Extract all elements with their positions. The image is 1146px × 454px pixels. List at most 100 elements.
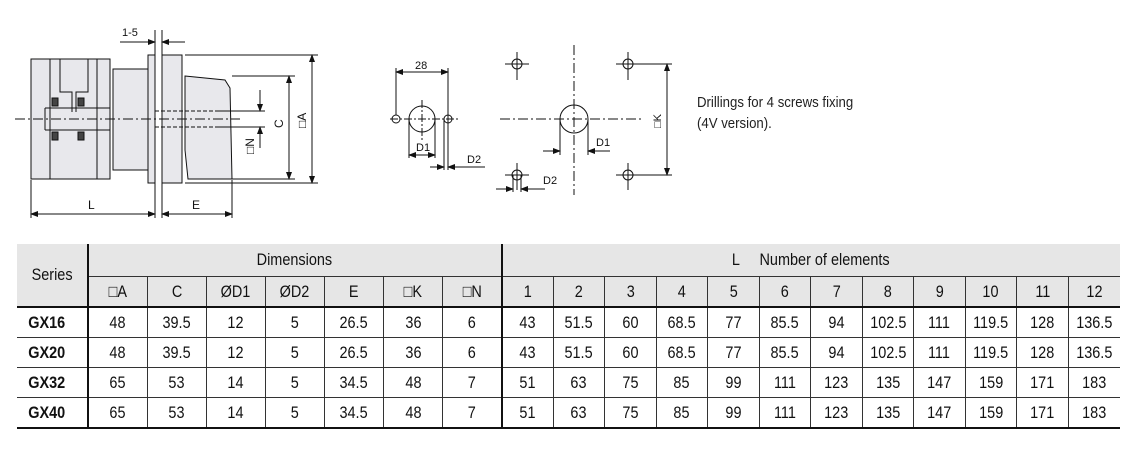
length-cell: 68.5 bbox=[655, 337, 709, 368]
dimension-column-header: ØD1 bbox=[205, 276, 266, 308]
length-cell: 63 bbox=[552, 397, 606, 429]
dimension-cell: 26.5 bbox=[323, 306, 384, 338]
d2-label-right: D2 bbox=[543, 175, 557, 187]
length-cell: 183 bbox=[1067, 367, 1120, 398]
dimension-cell: 7 bbox=[442, 397, 503, 429]
d1-label-right: D1 bbox=[596, 137, 610, 149]
length-cell: 123 bbox=[810, 367, 863, 398]
length-cell: 159 bbox=[964, 397, 1018, 429]
element-count-header: 6 bbox=[758, 276, 812, 308]
element-count-header: 9 bbox=[913, 276, 966, 308]
l-header: L Number of elements bbox=[501, 244, 1120, 277]
length-cell: 135 bbox=[861, 367, 915, 398]
element-count-header: 12 bbox=[1067, 276, 1120, 308]
dimension-cell: 48 bbox=[87, 337, 148, 368]
series-header: Series bbox=[17, 244, 89, 308]
dimension-cell: 39.5 bbox=[146, 337, 207, 368]
length-cell: 51 bbox=[501, 397, 554, 429]
length-cell: 94 bbox=[810, 306, 863, 338]
length-cell: 102.5 bbox=[861, 306, 915, 338]
length-cell: 85.5 bbox=[758, 306, 812, 338]
length-cell: 111 bbox=[758, 367, 812, 398]
table-row: GX40 65 53 14 5 34.5 48 7 51 63 75 85 99 111 123 135 147… bbox=[17, 397, 1120, 429]
dimension-cell: 34.5 bbox=[323, 367, 384, 398]
length-cell: 171 bbox=[1016, 397, 1069, 429]
dimensions-table: Series Dimensions L Number of elements □… bbox=[17, 244, 1120, 429]
length-cell: 147 bbox=[913, 367, 966, 398]
d2-label-left: D2 bbox=[467, 154, 481, 166]
dimension-cell: 5 bbox=[264, 337, 325, 368]
element-count-header: 2 bbox=[552, 276, 606, 308]
length-cell: 60 bbox=[604, 337, 657, 368]
dimension-cell: 39.5 bbox=[146, 306, 207, 338]
length-cell: 183 bbox=[1067, 397, 1120, 429]
length-cell: 43 bbox=[501, 306, 554, 338]
dimension-cell: 14 bbox=[205, 397, 266, 429]
dimension-column-header: ØD2 bbox=[264, 276, 325, 308]
length-cell: 102.5 bbox=[861, 337, 915, 368]
length-cell: 136.5 bbox=[1067, 337, 1120, 368]
length-cell: 85 bbox=[655, 367, 709, 398]
dimension-cell: 65 bbox=[87, 367, 148, 398]
series-name: GX40 bbox=[17, 397, 89, 429]
length-cell: 99 bbox=[707, 367, 760, 398]
dimension-cell: 36 bbox=[382, 337, 444, 368]
dimension-column-header: □N bbox=[442, 276, 503, 308]
dimension-cell: 5 bbox=[264, 306, 325, 338]
note-line-1: Drillings for 4 screws fixing bbox=[697, 94, 854, 111]
d1-label-left: D1 bbox=[416, 142, 430, 154]
length-cell: 51 bbox=[501, 367, 554, 398]
table-row: GX20 48 39.5 12 5 26.5 36 6 43 51.5 60 68.5 77 85.5 94… bbox=[17, 337, 1120, 368]
element-count-header: 3 bbox=[604, 276, 657, 308]
length-cell: 63 bbox=[552, 367, 606, 398]
length-cell: 85 bbox=[655, 397, 709, 429]
dimension-cell: 6 bbox=[442, 306, 503, 338]
length-cell: 77 bbox=[707, 337, 760, 368]
dimension-column-header: □A bbox=[87, 276, 148, 308]
length-cell: 111 bbox=[913, 306, 966, 338]
length-cell: 51.5 bbox=[552, 337, 606, 368]
dimension-cell: 53 bbox=[146, 367, 207, 398]
dimension-column-header: E bbox=[323, 276, 384, 308]
length-cell: 136.5 bbox=[1067, 306, 1120, 338]
element-count-header: 7 bbox=[810, 276, 863, 308]
length-cell: 171 bbox=[1016, 367, 1069, 398]
length-cell: 128 bbox=[1016, 337, 1069, 368]
dimension-cell: 26.5 bbox=[323, 337, 384, 368]
length-cell: 75 bbox=[604, 397, 657, 429]
length-cell: 43 bbox=[501, 337, 554, 368]
e-label: E bbox=[192, 198, 200, 212]
table-row: GX32 65 53 14 5 34.5 48 7 51 63 75 85 99 111 123 135 147… bbox=[17, 367, 1120, 398]
n-label: □N bbox=[243, 138, 257, 154]
a-label: □A bbox=[295, 113, 309, 128]
dimension-cell: 6 bbox=[442, 337, 503, 368]
spacing-label: 28 bbox=[415, 60, 427, 72]
length-cell: 147 bbox=[913, 397, 966, 429]
length-cell: 111 bbox=[913, 337, 966, 368]
length-cell: 60 bbox=[604, 306, 657, 338]
length-cell: 77 bbox=[707, 306, 760, 338]
element-count-header: 10 bbox=[964, 276, 1018, 308]
length-cell: 123 bbox=[810, 397, 863, 429]
length-cell: 75 bbox=[604, 367, 657, 398]
dimension-column-header: □K bbox=[382, 276, 444, 308]
length-cell: 51.5 bbox=[552, 306, 606, 338]
element-count-header: 8 bbox=[861, 276, 915, 308]
dimension-cell: 34.5 bbox=[323, 397, 384, 429]
element-count-header: 4 bbox=[655, 276, 709, 308]
length-cell: 85.5 bbox=[758, 337, 812, 368]
length-cell: 119.5 bbox=[964, 306, 1018, 338]
series-name: GX16 bbox=[17, 306, 89, 338]
dimension-cell: 48 bbox=[382, 367, 444, 398]
drilling-4-screws bbox=[496, 45, 672, 195]
note-line-2: (4V version). bbox=[697, 115, 772, 132]
element-count-header: 11 bbox=[1016, 276, 1069, 308]
dimension-cell: 5 bbox=[264, 397, 325, 429]
dimension-cell: 12 bbox=[205, 306, 266, 338]
length-cell: 68.5 bbox=[655, 306, 709, 338]
gap-label: 1-5 bbox=[122, 27, 138, 39]
length-cell: 128 bbox=[1016, 306, 1069, 338]
element-count-header: 5 bbox=[707, 276, 760, 308]
technical-drawing: 1-5 L E C □A □N 28 D1 D2 □K D1 D2 bbox=[15, 27, 672, 218]
dimension-cell: 14 bbox=[205, 367, 266, 398]
